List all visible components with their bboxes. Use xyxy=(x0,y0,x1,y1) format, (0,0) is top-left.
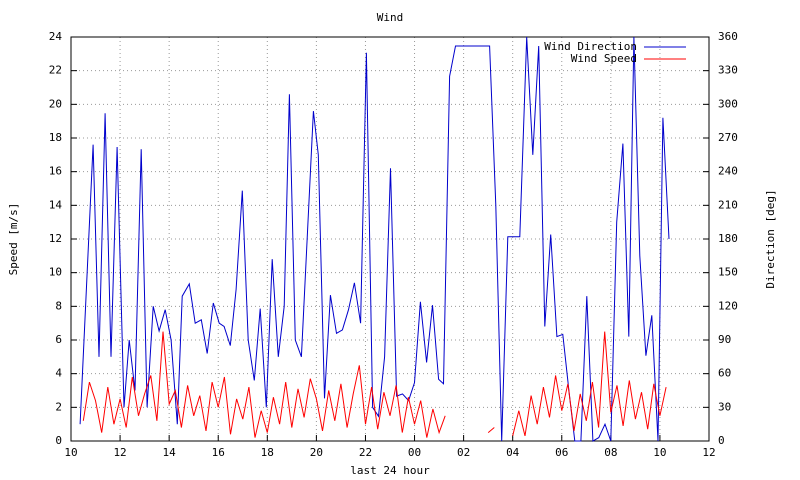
y2-tick-label: 30 xyxy=(718,400,731,413)
x-tick-label: 16 xyxy=(212,446,225,459)
y-tick-label: 24 xyxy=(49,30,63,43)
x-tick-label: 08 xyxy=(604,446,617,459)
x-tick-label: 12 xyxy=(702,446,715,459)
x-tick-label: 20 xyxy=(310,446,323,459)
y2-tick-label: 180 xyxy=(718,232,738,245)
x-tick-label: 10 xyxy=(64,446,77,459)
y2-tick-label: 240 xyxy=(718,165,738,178)
y-tick-label: 6 xyxy=(55,333,62,346)
y-tick-label: 8 xyxy=(55,299,62,312)
y2-tick-label: 150 xyxy=(718,266,738,279)
y2-tick-label: 300 xyxy=(718,97,738,110)
y2-tick-label: 90 xyxy=(718,333,731,346)
y-axis-label: Speed [m/s] xyxy=(7,203,20,276)
x-tick-label: 18 xyxy=(261,446,274,459)
y-tick-label: 10 xyxy=(49,266,62,279)
x-tick-label: 12 xyxy=(113,446,126,459)
x-tick-label: 06 xyxy=(555,446,568,459)
chart-title: Wind xyxy=(377,11,404,24)
y-tick-label: 14 xyxy=(49,198,63,211)
x-tick-label: 04 xyxy=(506,446,520,459)
y-tick-label: 0 xyxy=(55,434,62,447)
y2-tick-label: 120 xyxy=(718,299,738,312)
y2-tick-label: 270 xyxy=(718,131,738,144)
y-tick-label: 12 xyxy=(49,232,62,245)
y-tick-label: 4 xyxy=(55,367,62,380)
x-tick-label: 22 xyxy=(359,446,372,459)
y2-axis-label: Direction [deg] xyxy=(764,189,777,288)
x-tick-label: 02 xyxy=(457,446,470,459)
x-tick-label: 00 xyxy=(408,446,421,459)
x-axis-label: last 24 hour xyxy=(350,464,430,477)
y-tick-label: 18 xyxy=(49,131,62,144)
y2-tick-label: 0 xyxy=(718,434,725,447)
y2-tick-label: 210 xyxy=(718,198,738,211)
y-tick-label: 22 xyxy=(49,64,62,77)
y2-tick-label: 330 xyxy=(718,64,738,77)
plot-frame xyxy=(70,36,710,442)
legend-label: Wind Speed xyxy=(571,52,637,65)
y-tick-label: 2 xyxy=(55,400,62,413)
x-tick-label: 10 xyxy=(653,446,666,459)
x-tick-label: 14 xyxy=(163,446,177,459)
legend-label: Wind Direction xyxy=(544,40,637,53)
series-line xyxy=(79,36,670,442)
y-tick-label: 16 xyxy=(49,165,62,178)
y2-tick-label: 60 xyxy=(718,367,731,380)
y-tick-label: 20 xyxy=(49,97,62,110)
series-line xyxy=(82,331,667,438)
y2-tick-label: 360 xyxy=(718,30,738,43)
